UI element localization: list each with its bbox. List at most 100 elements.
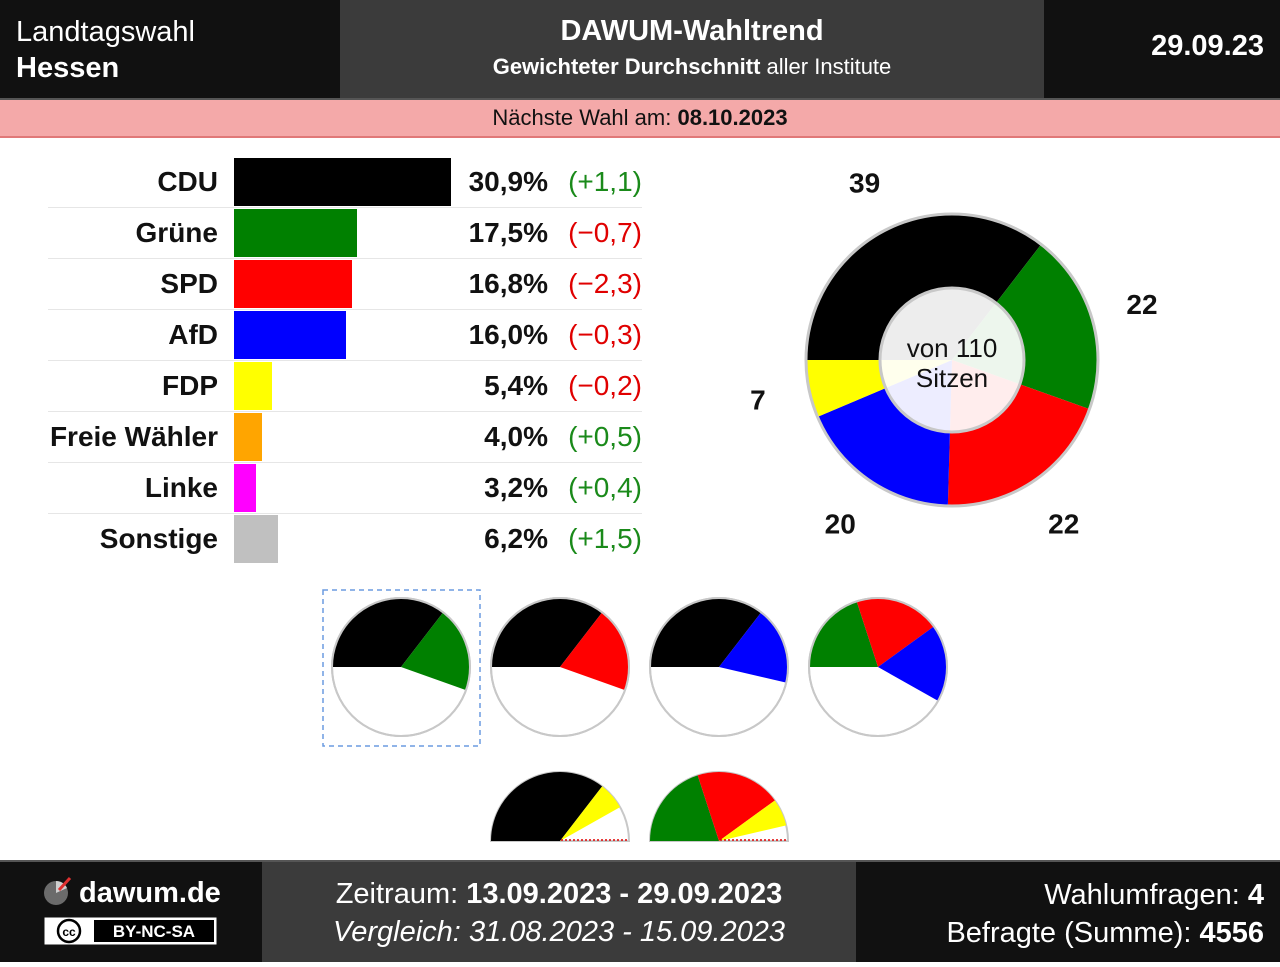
- period-value: 13.09.2023 - 29.09.2023: [466, 878, 783, 910]
- party-label-cdu: CDU: [157, 166, 218, 197]
- party-label-fdp: FDP: [162, 370, 218, 401]
- region-name: Hessen: [16, 52, 120, 84]
- coalition-slice-spd: [697, 772, 775, 841]
- compare-value: 31.08.2023 - 15.09.2023: [468, 916, 785, 948]
- bar-row-freie-waehler: Freie Wähler 4,0% (+0,5): [48, 412, 642, 463]
- coalition-slice-fdp: [719, 800, 787, 841]
- donut-center-line2: Sitzen: [916, 363, 988, 393]
- seat-count-cdu: 39: [849, 167, 880, 198]
- period-block: Zeitraum: 13.09.2023 - 29.09.2023 Vergle…: [262, 862, 856, 962]
- party-label-gruene: Grüne: [135, 217, 218, 248]
- polls-count: 4: [1247, 879, 1264, 911]
- coalition-slice-fdp: [560, 786, 621, 841]
- party-label-sonstige: Sonstige: [99, 523, 218, 554]
- change-label-cdu: (+1,1): [568, 166, 642, 197]
- coalition-slice-afd: [719, 612, 788, 683]
- coalition-gruene-spd-fdp[interactable]: [648, 771, 790, 842]
- bar-row-afd: AfD 16,0% (−0,3): [48, 310, 642, 361]
- coalition-gruene-spd-afd[interactable]: [808, 597, 948, 737]
- next-election-label: Nächste Wahl am:: [492, 105, 672, 130]
- license-badge[interactable]: cc BY-NC-SA: [44, 917, 217, 945]
- compare-line: Vergleich: 31.08.2023 - 15.09.2023: [262, 912, 856, 952]
- footer: dawum.de cc BY-NC-SA Zeitraum: 13.09.202…: [0, 860, 1280, 962]
- subtitle-rest: aller Institute: [766, 54, 892, 79]
- coalition-slice-gruene: [809, 601, 878, 667]
- coalition-cdu-fdp[interactable]: [489, 771, 631, 842]
- respondents-count: 4556: [1199, 917, 1264, 949]
- seat-count-fdp: 7: [750, 384, 766, 415]
- footer-brand[interactable]: dawum.de cc BY-NC-SA: [0, 862, 262, 962]
- donut-center: [878, 286, 1026, 434]
- cc-icon: [56, 918, 82, 944]
- bar-row-cdu: CDU 30,9% (+1,1): [48, 157, 642, 208]
- value-label-linke: 3,2%: [484, 472, 548, 503]
- bar-gruene: [234, 209, 357, 257]
- next-election-date: 08.10.2023: [677, 105, 788, 130]
- party-label-linke: Linke: [144, 472, 218, 503]
- bar-row-gruene: Grüne 17,5% (−0,7): [48, 208, 642, 259]
- coalition-slice-cdu: [650, 598, 762, 667]
- seat-count-spd: 22: [1048, 508, 1079, 539]
- coalition-slice-gruene: [401, 612, 470, 691]
- coalition-slice-gruene: [650, 775, 719, 841]
- polls-label: Wahlumfragen:: [1044, 879, 1240, 911]
- change-label-sonstige: (+1,5): [568, 523, 642, 554]
- site-name[interactable]: dawum.de: [79, 877, 221, 909]
- compare-label: Vergleich:: [332, 916, 461, 948]
- subtitle-bold: Gewichteter Durchschnitt: [492, 54, 761, 79]
- change-label-fdp: (−0,2): [568, 370, 642, 401]
- election-info: Landtagswahl Hessen: [16, 14, 195, 86]
- coalition-slice-cdu: [491, 598, 603, 667]
- bar-cdu: [234, 158, 451, 206]
- page-title: DAWUM-Wahltrend: [560, 15, 824, 47]
- party-label-afd: AfD: [168, 319, 218, 350]
- bar-linke: [234, 464, 257, 512]
- polls-line: Wahlumfragen: 4: [946, 876, 1264, 914]
- value-label-freie-waehler: 4,0%: [484, 421, 548, 452]
- bar-freie-waehler: [234, 413, 263, 461]
- value-label-sonstige: 6,2%: [484, 523, 548, 554]
- header: Landtagswahl Hessen DAWUM-Wahltrend Gewi…: [0, 0, 1280, 100]
- stats-block: Wahlumfragen: 4 Befragte (Summe): 4556: [946, 876, 1264, 952]
- bar-row-spd: SPD 16,8% (−2,3): [48, 259, 642, 310]
- period-line: Zeitraum: 13.09.2023 - 29.09.2023: [262, 876, 856, 912]
- value-label-afd: 16,0%: [468, 319, 548, 350]
- license-text: BY-NC-SA: [113, 922, 195, 941]
- bar-fdp: [234, 362, 272, 410]
- change-label-freie-waehler: (+0,5): [568, 421, 642, 452]
- coalition-slice-cdu: [491, 772, 603, 841]
- bar-spd: [234, 260, 352, 308]
- respondents-label: Befragte (Summe):: [946, 917, 1192, 949]
- coalition-slice-spd: [856, 598, 934, 667]
- coalition-cdu-spd[interactable]: [490, 597, 630, 737]
- value-label-cdu: 30,9%: [468, 166, 548, 197]
- value-label-gruene: 17,5%: [468, 217, 548, 248]
- party-label-freie-waehler: Freie Wähler: [49, 421, 218, 452]
- value-label-fdp: 5,4%: [484, 370, 548, 401]
- coalition-slice-spd: [560, 612, 629, 691]
- donut-center-line1: von 110: [907, 333, 998, 363]
- coalition-cdu-gruene[interactable]: [322, 589, 481, 747]
- coalition-slice-cdu: [332, 598, 444, 667]
- page-subtitle: Gewichteter Durchschnitt aller Institute: [340, 52, 1044, 82]
- party-label-spd: SPD: [160, 268, 218, 299]
- coalition-cdu-afd[interactable]: [649, 597, 789, 737]
- vote-share-bar-chart: CDU 30,9% (+1,1) Grüne 17,5% (−0,7) SPD 16,8% (−…: [48, 157, 642, 564]
- change-label-spd: (−2,3): [568, 268, 642, 299]
- bar-afd: [234, 311, 347, 359]
- seat-slice-cdu: [806, 213, 1042, 360]
- bar-sonstige: [234, 515, 278, 563]
- coalition-selected-frame: [322, 589, 481, 747]
- seat-count-afd: 20: [825, 508, 856, 539]
- election-type: Landtagswahl: [16, 16, 195, 48]
- change-label-linke: (+0,4): [568, 472, 642, 503]
- bar-row-fdp: FDP 5,4% (−0,2): [48, 361, 642, 412]
- coalition-outline: [808, 597, 948, 737]
- svg-text:cc: cc: [62, 925, 76, 939]
- dawum-logo-icon: [44, 876, 72, 905]
- change-label-afd: (−0,3): [568, 319, 642, 350]
- period-label: Zeitraum:: [335, 878, 459, 910]
- value-label-spd: 16,8%: [468, 268, 548, 299]
- brand-logo: dawum.de cc BY-NC-SA: [44, 876, 221, 945]
- coalition-slice-afd: [878, 626, 947, 701]
